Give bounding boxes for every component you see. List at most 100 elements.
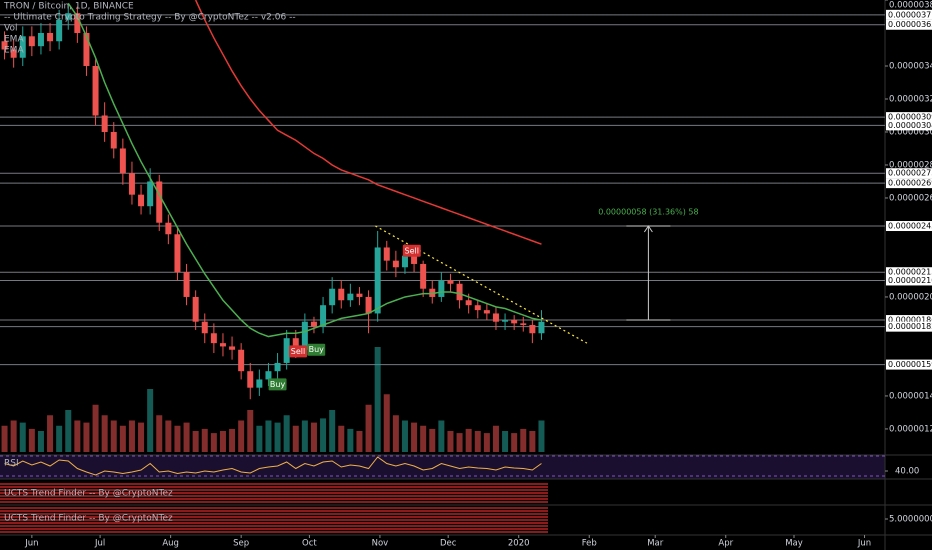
symbol-title: TRON / Bitcoin, 1D, BINANCE bbox=[3, 2, 134, 12]
rsi-panel bbox=[0, 455, 885, 479]
candle-body bbox=[92, 65, 99, 116]
candle-body bbox=[356, 293, 363, 297]
x-tick-label: Mar bbox=[647, 539, 664, 549]
volume-bar bbox=[265, 420, 272, 452]
volume-bar bbox=[28, 428, 35, 452]
x-tick-label: Aug bbox=[162, 539, 179, 549]
candle-body bbox=[438, 280, 445, 297]
candle-body bbox=[301, 321, 308, 350]
candle-body bbox=[420, 263, 427, 289]
volume-bar bbox=[19, 422, 26, 452]
volume-bar bbox=[347, 428, 354, 452]
candle-body bbox=[529, 325, 536, 334]
volume-bar bbox=[520, 428, 527, 452]
volume-bar bbox=[438, 420, 445, 452]
candle-body bbox=[247, 371, 254, 388]
volume-bar bbox=[274, 422, 281, 452]
signal-badge bbox=[402, 244, 421, 257]
legend-ema: EMA bbox=[4, 46, 24, 56]
volume-bar bbox=[474, 431, 481, 452]
level-label: 0.00000215 bbox=[888, 268, 932, 277]
candle-body bbox=[338, 288, 345, 301]
volume-bar bbox=[92, 404, 99, 452]
volume-bar bbox=[456, 433, 463, 452]
level-label: 0.00000186 bbox=[888, 316, 932, 325]
rsi-line bbox=[4, 456, 542, 476]
volume-bar bbox=[374, 347, 381, 452]
y-tick-label: 0.00000260 bbox=[889, 193, 932, 203]
y-tick-label: 0.00000340 bbox=[889, 61, 932, 71]
candle-body bbox=[1, 41, 8, 50]
volume-bar bbox=[65, 410, 72, 452]
y-tick-label: 0.00000380 bbox=[889, 1, 932, 11]
candle-body bbox=[265, 371, 272, 380]
level-label: 0.00000275 bbox=[888, 169, 932, 178]
candle-body bbox=[511, 320, 518, 324]
y-tick-label: 0.00000320 bbox=[889, 94, 932, 104]
level-label: 0.00000365 bbox=[888, 20, 932, 29]
candle-body bbox=[447, 280, 454, 284]
trend-finder-bars bbox=[0, 507, 548, 533]
volume-bar bbox=[338, 425, 345, 452]
volume-bar bbox=[201, 428, 208, 452]
signal-label: Sell bbox=[291, 347, 305, 356]
volume-bar bbox=[320, 418, 327, 452]
level-label-box bbox=[886, 267, 932, 278]
x-tick-label: 2020 bbox=[508, 539, 530, 549]
candle-body bbox=[365, 296, 372, 314]
volume-bar bbox=[119, 425, 126, 452]
signal-badge bbox=[307, 343, 326, 356]
strategy-title: -- Ultimate Crypto Trading Strategy -- B… bbox=[4, 13, 296, 23]
legend-vol: Vol bbox=[4, 24, 17, 34]
candle-body bbox=[74, 13, 81, 33]
y-tick-label: 0.00000200 bbox=[889, 292, 932, 302]
rsi-label: RSI bbox=[4, 459, 19, 469]
level-label-box bbox=[886, 9, 932, 20]
candle-body bbox=[502, 320, 509, 322]
volume-bar bbox=[383, 394, 390, 452]
candle-body bbox=[192, 296, 199, 322]
x-tick-label: Dec bbox=[440, 539, 457, 549]
candle-body bbox=[320, 305, 327, 327]
x-tick-label: Jun bbox=[857, 539, 871, 549]
candle-body bbox=[156, 181, 163, 223]
volume-bar bbox=[356, 431, 363, 452]
signal-label: Sell bbox=[405, 246, 419, 255]
candle-body bbox=[392, 260, 399, 268]
level-label-box bbox=[886, 112, 932, 123]
level-label-box bbox=[886, 315, 932, 326]
y-tick-label: 0.00000300 bbox=[889, 127, 932, 137]
candle-body bbox=[219, 343, 226, 347]
candle-body bbox=[474, 305, 481, 311]
candle-body bbox=[456, 283, 463, 301]
volume-bar bbox=[110, 420, 117, 452]
volume-bar bbox=[392, 415, 399, 452]
volume-bar bbox=[56, 425, 63, 452]
candle-body bbox=[37, 32, 44, 47]
candle-body bbox=[138, 194, 145, 207]
candle-body bbox=[56, 19, 63, 42]
level-label: 0.00000182 bbox=[888, 322, 932, 331]
signal-badge bbox=[289, 345, 308, 358]
volume-bar bbox=[1, 425, 8, 452]
candle-body bbox=[411, 255, 418, 264]
level-label-box bbox=[886, 221, 932, 232]
ema-line bbox=[67, 2, 542, 338]
rsi-tick-label: 40.00 bbox=[895, 467, 919, 477]
volume-bar bbox=[529, 431, 536, 452]
candle-body bbox=[347, 293, 354, 301]
candle-body bbox=[229, 346, 236, 350]
candle-body bbox=[110, 131, 117, 149]
level-label: 0.00000243 bbox=[888, 222, 932, 231]
volume-bar bbox=[183, 422, 190, 452]
level-label-box bbox=[886, 359, 932, 370]
candle-body bbox=[65, 13, 72, 20]
candle-body bbox=[83, 32, 90, 66]
x-tick-label: Sep bbox=[233, 539, 249, 549]
candle-body bbox=[538, 321, 545, 334]
volume-bar bbox=[138, 422, 145, 452]
measure-arrowhead bbox=[643, 225, 653, 233]
x-tick-label: Feb bbox=[582, 539, 597, 549]
candle-body bbox=[238, 349, 245, 372]
